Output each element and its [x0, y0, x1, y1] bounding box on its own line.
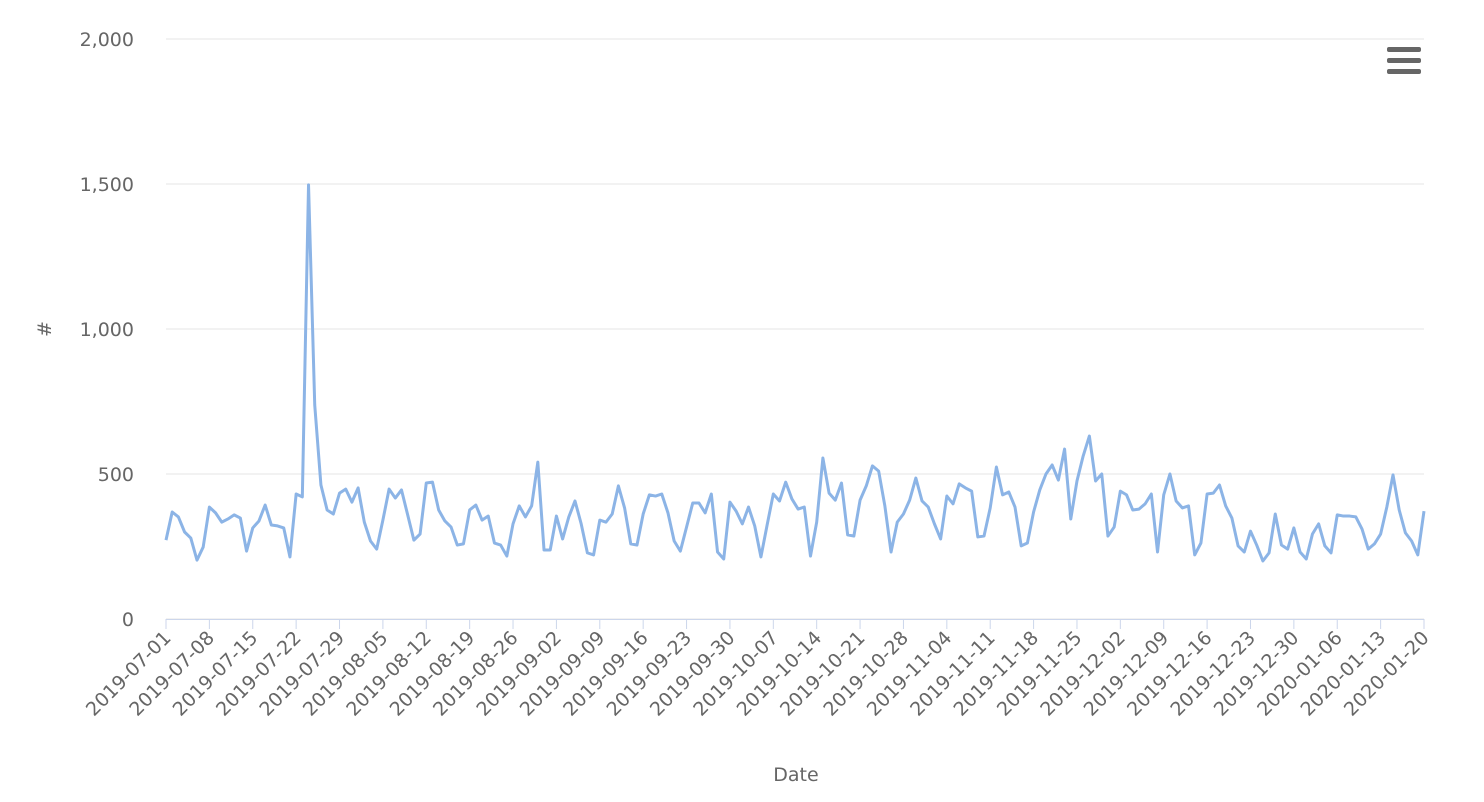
y-tick-label: 1,500: [80, 174, 134, 196]
y-tick-label: 0: [122, 609, 134, 631]
y-tick-label: 1,000: [80, 319, 134, 341]
menu-button[interactable]: [1387, 47, 1421, 74]
y-tick-label: 2,000: [80, 29, 134, 51]
y-tick-label: 500: [98, 464, 134, 486]
menu-bar[interactable]: [1387, 69, 1421, 74]
menu-bar[interactable]: [1387, 47, 1421, 52]
y-axis-title: #: [34, 321, 56, 337]
data-line: [164, 183, 1426, 563]
menu-bar[interactable]: [1387, 58, 1421, 63]
x-axis-title: Date: [773, 764, 818, 786]
